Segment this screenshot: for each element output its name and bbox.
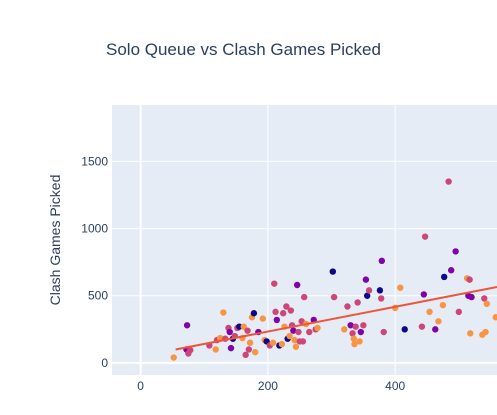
- scatter-point: [314, 324, 321, 332]
- scatter-point: [354, 299, 361, 306]
- plot-background: [112, 105, 497, 375]
- scatter-point: [452, 248, 459, 255]
- scatter-point: [432, 326, 439, 333]
- scatter-point: [418, 323, 426, 330]
- scatter-point: [170, 354, 177, 361]
- scatter-point: [401, 326, 408, 333]
- scatter-point: [376, 287, 384, 294]
- scatter-point: [278, 340, 286, 348]
- scatter-point: [329, 268, 337, 275]
- scatter-point: [250, 310, 258, 317]
- scatter-point: [226, 328, 233, 336]
- scatter-point: [362, 276, 370, 283]
- scatter-point: [377, 295, 385, 302]
- scatter-point: [245, 346, 253, 353]
- scatter-point: [466, 276, 473, 283]
- scatter-point: [259, 315, 267, 322]
- scatter-point: [492, 314, 497, 321]
- scatter-point: [455, 308, 463, 316]
- scatter-point: [286, 332, 293, 340]
- chart-title: Solo Queue vs Clash Games Picked: [106, 40, 381, 59]
- scatter-point: [299, 338, 307, 345]
- tick-labels: 0 500 1000 1500 0 200 400: [81, 154, 405, 393]
- scatter-point: [481, 295, 488, 302]
- grid: [112, 105, 497, 375]
- scatter-point: [440, 273, 448, 281]
- scatter-point: [447, 267, 455, 274]
- scatter-point: [271, 280, 278, 287]
- scatter-point: [300, 293, 308, 301]
- scatter-point: [360, 322, 367, 329]
- scatter-point: [236, 323, 243, 330]
- scatter-point: [420, 291, 428, 298]
- y-tick-label: 0: [101, 356, 108, 370]
- scatter-point: [183, 322, 191, 329]
- scatter-point: [483, 300, 491, 308]
- scatter-point: [295, 328, 302, 336]
- scatter-point: [421, 233, 429, 240]
- scatter-point: [227, 344, 235, 352]
- scatter-point: [291, 336, 298, 344]
- scatter-point: [283, 303, 290, 310]
- scatter-point: [435, 318, 442, 325]
- scatter-point: [240, 323, 247, 330]
- x-tick-label: 400: [385, 379, 405, 393]
- scatter-point: [351, 340, 358, 348]
- scatter-point: [220, 309, 227, 316]
- scatter-point: [269, 339, 277, 346]
- scatter-point: [287, 307, 295, 314]
- scatter-point: [378, 257, 386, 265]
- scatter-point: [187, 346, 194, 354]
- scatter-point: [350, 335, 358, 342]
- scatter-point: [306, 328, 313, 336]
- y-tick-label: 1000: [81, 222, 108, 236]
- scatter-point: [244, 327, 251, 334]
- scatter-point: [363, 292, 371, 299]
- scatter-point: [380, 328, 387, 336]
- x-tick-label: 200: [258, 379, 278, 393]
- scatter-point: [242, 351, 249, 359]
- scatter-point: [439, 301, 447, 309]
- scatter-point: [246, 339, 254, 346]
- y-axis-title: Clash Games Picked: [47, 175, 63, 306]
- scatter-point: [341, 326, 348, 333]
- scatter-point: [468, 293, 475, 301]
- scatter-point: [397, 284, 404, 291]
- scatter-point: [292, 343, 300, 350]
- scatter-point: [445, 178, 452, 185]
- scatter-point: [251, 348, 259, 356]
- scatter-point: [330, 293, 338, 301]
- scatter-point: [365, 287, 373, 294]
- scatter-point: [212, 346, 219, 353]
- scatter-point: [352, 323, 359, 330]
- scatter-point: [293, 281, 301, 289]
- scatter-point: [344, 303, 351, 310]
- scatter-point: [356, 338, 363, 345]
- y-tick-label: 500: [88, 289, 108, 303]
- x-tick-label: 0: [137, 379, 144, 393]
- scatter-point: [426, 308, 433, 316]
- scatter-point: [467, 330, 474, 337]
- scatter-point: [482, 328, 489, 336]
- scatter-point: [273, 316, 281, 324]
- scatter-point: [272, 308, 279, 316]
- scatter-point: [279, 310, 287, 317]
- scatter-point: [290, 327, 297, 334]
- scatter-point: [347, 322, 354, 329]
- trendline: [175, 286, 497, 351]
- y-tick-label: 1500: [81, 154, 108, 168]
- scatter-point: [357, 328, 365, 336]
- scatter-point: [349, 330, 356, 337]
